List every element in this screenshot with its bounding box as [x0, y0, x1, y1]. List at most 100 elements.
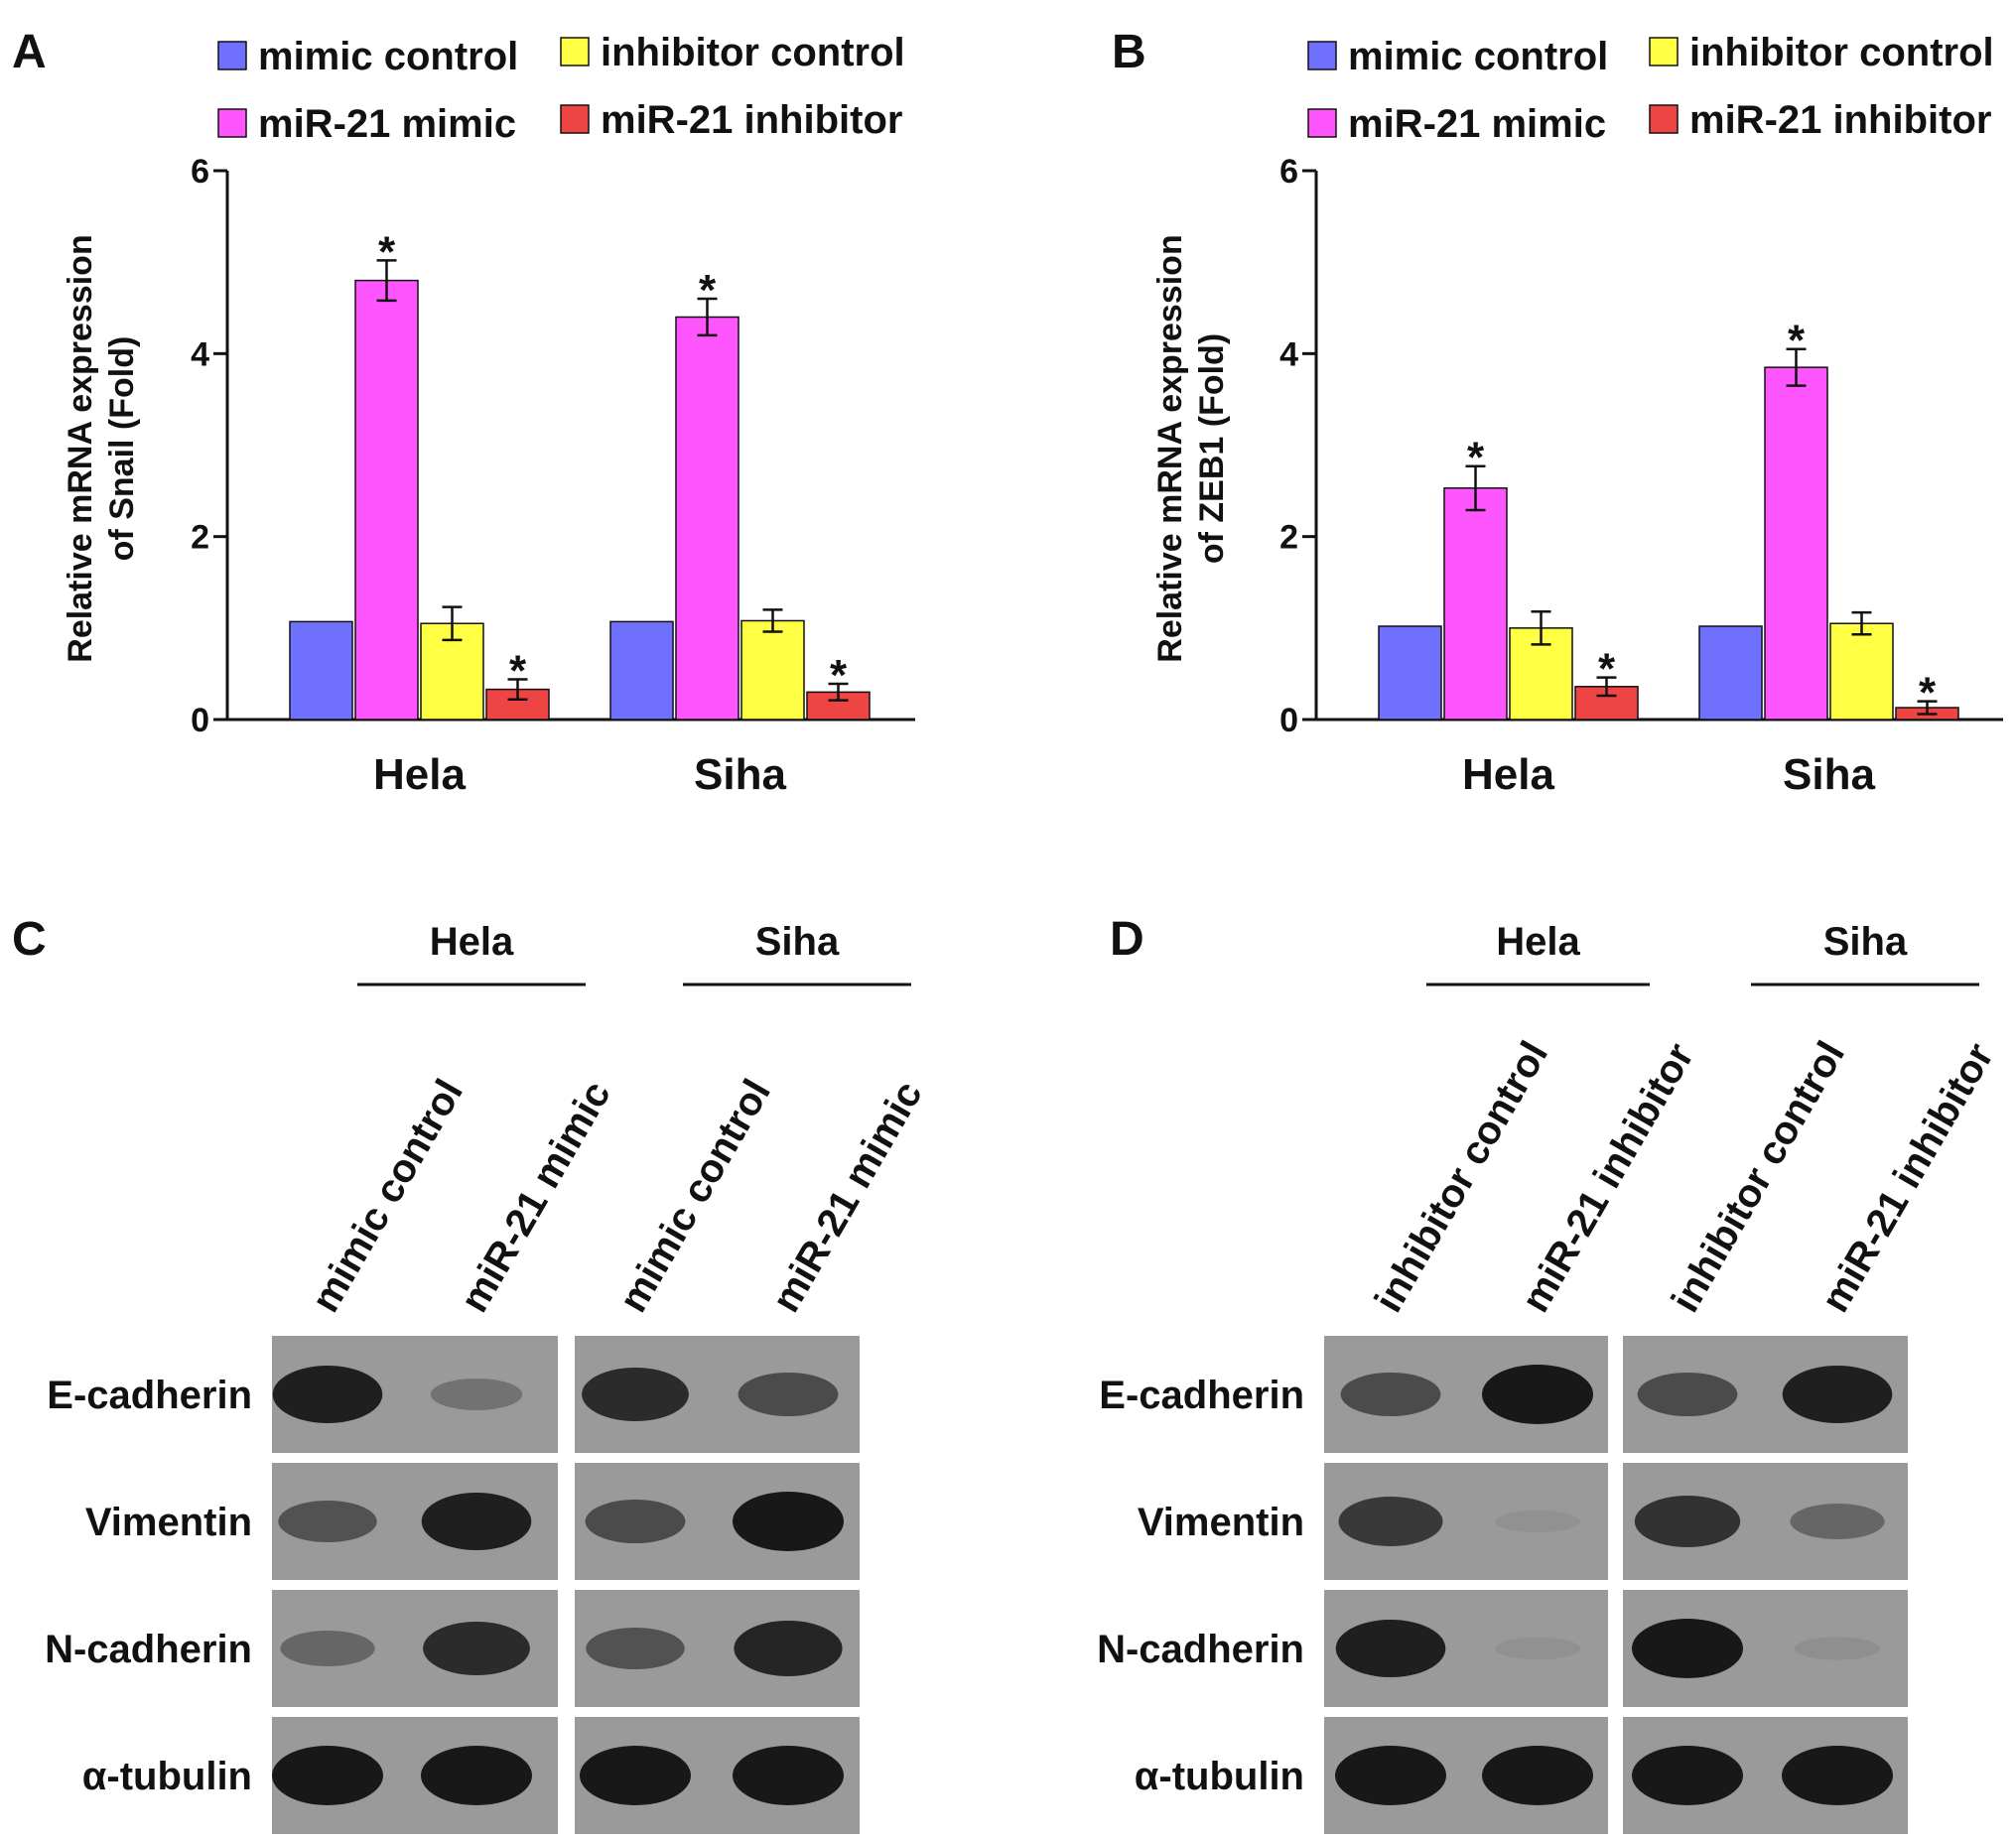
group-label: Hela	[430, 920, 514, 964]
bar	[1443, 487, 1508, 721]
protein-band	[421, 1746, 532, 1805]
y-tick-label: 6	[1279, 153, 1298, 191]
protein-band	[272, 1366, 383, 1423]
protein-band	[1495, 1510, 1580, 1533]
lane-label: miR-21 mimic	[764, 1074, 931, 1319]
protein-label: Vimentin	[85, 1501, 252, 1544]
panel-letter-c: C	[12, 913, 47, 966]
bar	[1829, 622, 1894, 721]
protein-band	[430, 1379, 523, 1410]
protein-band	[1482, 1746, 1593, 1805]
protein-band	[272, 1746, 383, 1805]
panel-b: B mimic control inhibitor control miR-21…	[1112, 26, 2003, 799]
y-tick-label: 0	[191, 702, 209, 739]
protein-band	[421, 1493, 532, 1550]
protein-band	[1482, 1365, 1593, 1424]
legend-swatch-mir21-mimic	[217, 108, 247, 138]
lane-label: mimic control	[304, 1072, 471, 1319]
protein-band	[1335, 1746, 1446, 1805]
protein-label: α-tubulin	[1135, 1755, 1304, 1798]
protein-band	[585, 1500, 686, 1543]
protein-band	[1782, 1746, 1893, 1805]
significance-marker: *	[1788, 317, 1806, 365]
legend-swatch-inhibitor-control	[560, 37, 590, 66]
protein-band	[580, 1746, 691, 1805]
protein-band	[1790, 1504, 1885, 1539]
legend-swatch-mimic-control	[217, 41, 247, 70]
protein-band	[278, 1501, 377, 1542]
protein-band	[1335, 1620, 1446, 1677]
bar	[675, 316, 739, 721]
protein-band	[586, 1628, 685, 1669]
legend-b: mimic control inhibitor control miR-21 m…	[1307, 31, 1994, 146]
lane-label: mimic control	[611, 1072, 779, 1319]
lane-label: miR-21 inhibitor	[1814, 1036, 2002, 1320]
group-label: Hela	[1496, 920, 1580, 964]
bar	[289, 620, 353, 721]
significance-marker: *	[1598, 645, 1616, 694]
protein-band	[1632, 1619, 1743, 1678]
x-tick-label: Hela	[373, 750, 466, 799]
protein-label: α-tubulin	[82, 1755, 252, 1798]
legend-label-mir21-inhibitor: miR-21 inhibitor	[1689, 98, 1991, 142]
legend-label-inhibitor-control: inhibitor control	[1689, 31, 1994, 74]
legend-a: mimic control inhibitor control miR-21 m…	[217, 31, 905, 146]
legend-swatch-mimic-control	[1307, 41, 1337, 70]
protein-band	[423, 1622, 530, 1675]
legend-swatch-mir21-inhibitor	[560, 104, 590, 134]
protein-label: N-cadherin	[45, 1628, 252, 1671]
bar	[740, 619, 805, 721]
panel-a: A mimic control inhibitor control miR-21…	[12, 26, 915, 799]
protein-band	[1794, 1637, 1881, 1660]
legend-label-mir21-inhibitor: miR-21 inhibitor	[601, 98, 902, 142]
legend-swatch-mir21-mimic	[1307, 108, 1337, 138]
bar-plot-a: 0 2 4 6 * * Hela * * Siha	[191, 153, 915, 799]
y-tick-label: 2	[1279, 519, 1298, 557]
group-label: Siha	[755, 920, 840, 964]
y-axis-title-b-line1: Relative mRNA expression	[1151, 234, 1189, 662]
bar	[1698, 625, 1763, 721]
significance-marker: *	[830, 651, 848, 700]
protein-label: E-cadherin	[1099, 1374, 1304, 1417]
protein-label: E-cadherin	[47, 1374, 252, 1417]
y-tick-label: 2	[191, 519, 209, 557]
y-axis-title-b: Relative mRNA expression of ZEB1 (Fold)	[1151, 234, 1231, 662]
y-tick-label: 0	[1279, 702, 1298, 739]
protein-label: Vimentin	[1138, 1501, 1304, 1544]
protein-band	[738, 1373, 839, 1416]
protein-band	[582, 1368, 689, 1421]
legend-swatch-mir21-inhibitor	[1649, 104, 1679, 134]
y-tick-label: 6	[191, 153, 209, 191]
protein-band	[734, 1621, 843, 1676]
y-axis-title-a: Relative mRNA expression of Snail (Fold)	[62, 234, 141, 662]
protein-band	[1338, 1497, 1443, 1546]
protein-band	[1632, 1746, 1743, 1805]
legend-label-mir21-mimic: miR-21 mimic	[1348, 102, 1606, 146]
lane-label: miR-21 mimic	[453, 1074, 619, 1319]
bar	[354, 279, 419, 721]
group-label: Siha	[1823, 920, 1908, 964]
protein-band	[1340, 1373, 1441, 1416]
y-axis-title-a-line2: of Snail (Fold)	[103, 336, 141, 562]
protein-band	[1634, 1496, 1741, 1547]
panel-letter-d: D	[1110, 913, 1144, 966]
x-tick-label: Siha	[694, 750, 786, 799]
legend-label-inhibitor-control: inhibitor control	[601, 31, 905, 74]
significance-marker: *	[1919, 669, 1937, 718]
protein-band	[1495, 1637, 1580, 1660]
y-axis-title-a-line1: Relative mRNA expression	[62, 234, 99, 662]
legend-swatch-inhibitor-control	[1649, 37, 1679, 66]
y-axis-title-b-line2: of ZEB1 (Fold)	[1193, 333, 1231, 564]
legend-label-mimic-control: mimic control	[258, 35, 518, 78]
y-tick-label: 4	[191, 335, 209, 373]
legend-label-mir21-mimic: miR-21 mimic	[258, 102, 516, 146]
protein-band	[733, 1746, 844, 1805]
protein-label: N-cadherin	[1097, 1628, 1304, 1671]
protein-band	[1782, 1366, 1893, 1423]
